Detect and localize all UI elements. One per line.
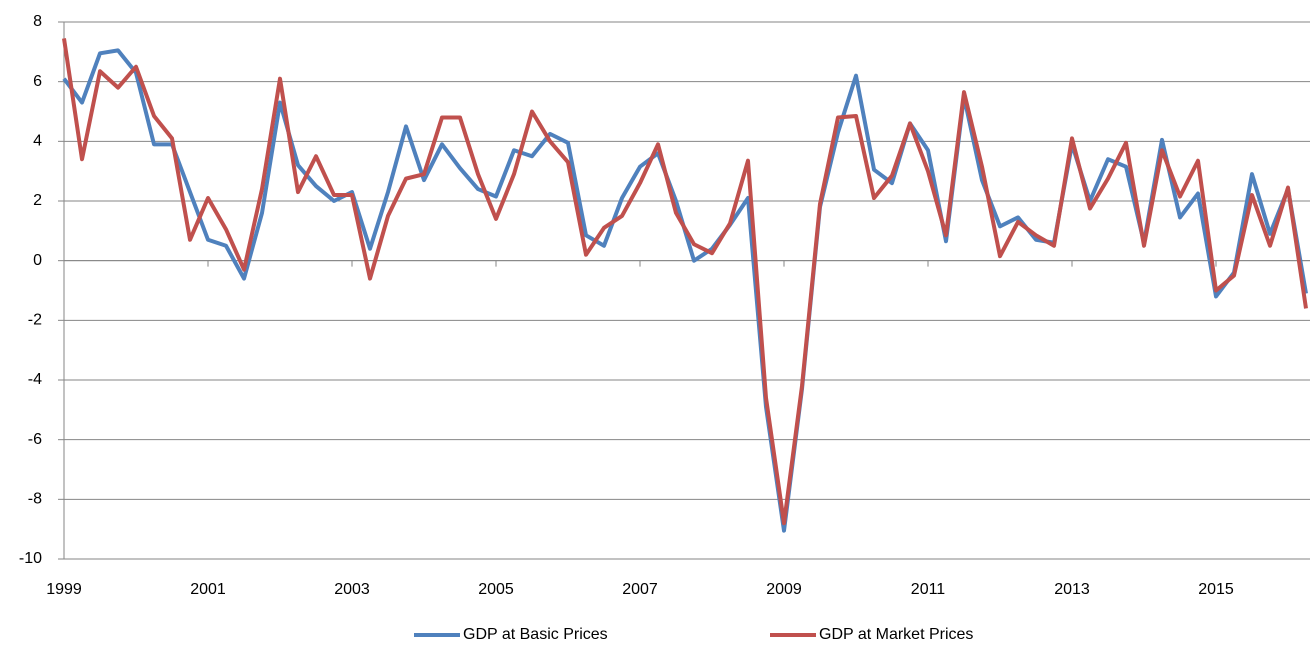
legend-label: GDP at Market Prices bbox=[819, 626, 973, 643]
y-tick-label: 6 bbox=[33, 73, 42, 90]
series-line bbox=[62, 48, 1308, 533]
x-tick-label: 2011 bbox=[911, 581, 946, 598]
y-tick-label: -2 bbox=[28, 312, 42, 329]
y-tick-label: -8 bbox=[28, 491, 42, 508]
x-tick-label: 2001 bbox=[190, 581, 226, 598]
y-tick-label: 4 bbox=[33, 133, 42, 150]
y-tick-label: 0 bbox=[33, 252, 42, 269]
y-tick-label: -6 bbox=[28, 431, 42, 448]
x-tick-label: 2003 bbox=[334, 581, 370, 598]
y-tick-label: 2 bbox=[33, 192, 42, 209]
x-tick-label: 1999 bbox=[46, 581, 82, 598]
y-tick-label: 8 bbox=[33, 13, 42, 30]
x-tick-label: 2005 bbox=[478, 581, 514, 598]
x-tick-label: 2013 bbox=[1054, 581, 1090, 598]
legend-label: GDP at Basic Prices bbox=[463, 626, 608, 643]
x-tick-label: 2007 bbox=[622, 581, 658, 598]
x-tick-label: 2015 bbox=[1198, 581, 1234, 598]
y-tick-label: -10 bbox=[19, 550, 42, 567]
x-tick-label: 2009 bbox=[766, 581, 802, 598]
y-tick-label: -4 bbox=[28, 371, 42, 388]
series-line bbox=[62, 38, 1308, 526]
